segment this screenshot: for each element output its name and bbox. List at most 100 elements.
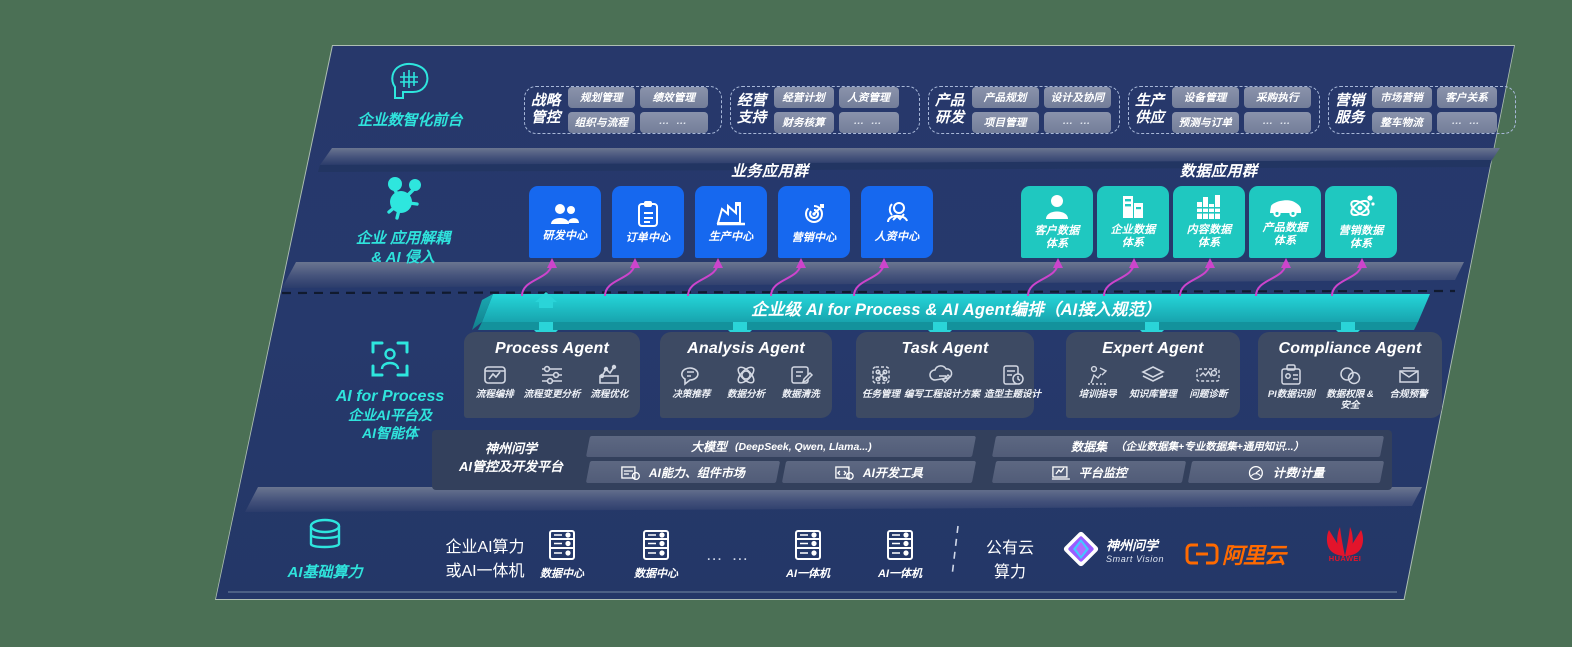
agent-capability[interactable]: 数据清洗 bbox=[775, 363, 826, 401]
domain-chip[interactable]: 客户关系 bbox=[1436, 87, 1497, 108]
infra-node-5[interactable]: AI一体机 bbox=[872, 528, 928, 581]
business-card-1[interactable]: 研发中心 bbox=[529, 186, 601, 258]
agent-capability[interactable]: 问题诊断 bbox=[1183, 363, 1234, 401]
agent-capability[interactable]: 造型主题设计 bbox=[984, 363, 1041, 401]
card-label: 研发中心 bbox=[542, 229, 588, 242]
domain-chip[interactable]: 产品规划 bbox=[971, 87, 1039, 108]
agent-capability[interactable]: 流程编排 bbox=[470, 363, 520, 401]
infra-node-label: AI一体机 bbox=[786, 568, 830, 580]
domain-group-chips: 经营计划 人资管理 财务核算… … bbox=[773, 87, 899, 133]
public-cloud-line2: 算力 bbox=[993, 564, 1026, 581]
domain-chip[interactable]: 组织与流程 bbox=[567, 112, 636, 133]
domain-group-5[interactable]: 营销 服务 市场营销 客户关系 整车物流… … bbox=[1328, 86, 1516, 134]
ai-banner-text: 企业级 AI for Process & AI Agent编排（AI接入规范） bbox=[751, 301, 1161, 319]
domain-group-1[interactable]: 战略 管控 规划管理 绩效管理 组织与流程… … bbox=[524, 86, 722, 134]
agent-card-4[interactable]: Expert Agent 培训指导 知识库管理 问题诊断 bbox=[1066, 332, 1240, 418]
id-card-icon bbox=[1264, 363, 1319, 387]
domain-chip[interactable]: 规划管理 bbox=[567, 87, 636, 108]
card-label: 营销中心 bbox=[791, 231, 837, 244]
business-card-3[interactable]: 生产中心 bbox=[695, 186, 767, 258]
vendor-aliyun[interactable]: 阿里云 bbox=[1185, 538, 1316, 570]
card-label: 营销数据 体系 bbox=[1338, 225, 1384, 250]
domain-chip[interactable]: 采购执行 bbox=[1243, 87, 1311, 108]
agent-capability[interactable]: 培训指导 bbox=[1072, 363, 1123, 401]
agent-card-1[interactable]: Process Agent 流程编排 流程变更分析 流程优化 bbox=[464, 332, 640, 418]
agent-capability[interactable]: 任务管理 bbox=[862, 363, 900, 401]
bars-icon bbox=[1195, 194, 1223, 220]
diagnose-icon bbox=[1183, 363, 1234, 387]
brain-head-icon bbox=[391, 63, 429, 99]
agent-capability[interactable]: PI数据识别 bbox=[1264, 363, 1319, 401]
rail-ai-for-process-line1: AI for Process bbox=[335, 388, 445, 405]
agent-capability[interactable]: 流程变更分析 bbox=[524, 363, 581, 401]
infra-node-2[interactable]: 数据中心 bbox=[628, 528, 684, 581]
domain-group-3[interactable]: 产品 研发 产品规划 设计及协同 项目管理… … bbox=[928, 86, 1120, 134]
person-chart-icon bbox=[883, 201, 911, 227]
domain-chip[interactable]: 设备管理 bbox=[1171, 87, 1239, 108]
agent-title: Analysis Agent bbox=[687, 340, 805, 357]
agent-capability[interactable]: 数据权限 & 安全 bbox=[1323, 363, 1378, 412]
business-card-2[interactable]: 订单中心 bbox=[612, 186, 684, 258]
infra-node-4[interactable]: AI一体机 bbox=[780, 528, 836, 581]
public-cloud-line1: 公有云 bbox=[985, 540, 1034, 557]
agent-capability-label: 流程变更分析 bbox=[523, 389, 581, 400]
domain-chip[interactable]: 项目管理 bbox=[971, 112, 1039, 133]
agent-capability-label: 数据清洗 bbox=[781, 389, 820, 400]
domain-group-chips: 规划管理 绩效管理 组织与流程… … bbox=[567, 87, 708, 133]
domain-group-4[interactable]: 生产 供应 设备管理 采购执行 预测与订单… … bbox=[1128, 86, 1320, 134]
data-card-1[interactable]: 客户数据 体系 bbox=[1021, 186, 1093, 258]
data-card-4[interactable]: 产品数据 体系 bbox=[1249, 186, 1321, 258]
vendor-huawei[interactable]: HUAWEI bbox=[1305, 524, 1385, 567]
domain-chip[interactable]: 财务核算 bbox=[773, 112, 834, 133]
domain-chip[interactable]: 市场营销 bbox=[1371, 87, 1432, 108]
agent-card-2[interactable]: Analysis Agent 决策推荐 数据分析 数据清洗 bbox=[660, 332, 832, 418]
market-gear-icon bbox=[621, 465, 641, 480]
agent-capability[interactable]: 数据分析 bbox=[721, 363, 772, 401]
infra-node-1[interactable]: 数据中心 bbox=[534, 528, 590, 581]
agent-capability[interactable]: 决策推荐 bbox=[666, 363, 717, 401]
agent-capability[interactable]: 知识库管理 bbox=[1127, 363, 1178, 401]
svg-text:… …: … … bbox=[706, 545, 751, 564]
agent-card-5[interactable]: Compliance Agent PI数据识别 数据权限 & 安全 合规预警 bbox=[1258, 332, 1442, 418]
business-card-5[interactable]: 人资中心 bbox=[861, 186, 933, 258]
platform-monitor-bar[interactable]: 平台监控 bbox=[991, 461, 1187, 483]
platform-dev-tool-bar[interactable]: AI开发工具 bbox=[781, 461, 977, 483]
card-label: 订单中心 bbox=[625, 231, 671, 244]
public-cloud-label: 公有云 算力 bbox=[965, 534, 1055, 582]
data-card-3[interactable]: 内容数据 体系 bbox=[1173, 186, 1245, 258]
agent-title: Task Agent bbox=[901, 340, 989, 357]
domain-chip[interactable]: 预测与订单 bbox=[1171, 112, 1239, 133]
smartvision-sub: Smart Vision bbox=[1106, 553, 1165, 564]
layers-icon bbox=[1127, 363, 1178, 387]
vendor-smartvision[interactable]: 神州问学 Smart Vision bbox=[1062, 530, 1192, 568]
domain-chip[interactable]: … … bbox=[838, 112, 899, 133]
domain-chip[interactable]: 人资管理 bbox=[838, 87, 899, 108]
agent-capability[interactable]: 编写工程设计方案 bbox=[904, 363, 980, 401]
agent-capability-label: 任务管理 bbox=[862, 389, 901, 400]
domain-chip[interactable]: 整车物流 bbox=[1371, 112, 1432, 133]
data-card-2[interactable]: 企业数据 体系 bbox=[1097, 186, 1169, 258]
platform-ai-market-bar[interactable]: AI能力、组件市场 bbox=[585, 461, 781, 483]
data-card-5[interactable]: 营销数据 体系 bbox=[1325, 186, 1397, 258]
agent-card-3[interactable]: Task Agent 任务管理 编写工程设计方案 造型主题设计 bbox=[856, 332, 1041, 418]
infra-node-3[interactable]: … … bbox=[700, 538, 756, 572]
platform-billing-bar[interactable]: 计费/计量 bbox=[1187, 461, 1385, 483]
domain-chip[interactable]: 绩效管理 bbox=[640, 87, 708, 108]
enterprise-compute-label: 企业AI算力 或AI一体机 bbox=[415, 533, 555, 581]
server-icon bbox=[872, 528, 928, 562]
card-label: 企业数据 体系 bbox=[1110, 224, 1156, 249]
domain-chip[interactable]: 设计及协同 bbox=[1043, 87, 1111, 108]
platform-name: 神州问学 AI管控及开发平台 bbox=[436, 440, 586, 475]
domain-chip[interactable]: … … bbox=[1243, 112, 1311, 133]
domain-chip[interactable]: 经营计划 bbox=[773, 87, 834, 108]
domain-chip[interactable]: … … bbox=[640, 112, 708, 133]
business-card-4[interactable]: 营销中心 bbox=[778, 186, 850, 258]
domain-chip[interactable]: … … bbox=[1436, 112, 1497, 133]
agent-capability[interactable]: 流程优化 bbox=[585, 363, 635, 401]
domain-chip[interactable]: … … bbox=[1043, 112, 1111, 133]
target-icon bbox=[800, 200, 828, 228]
domain-group-2[interactable]: 经营 支持 经营计划 人资管理 财务核算… … bbox=[730, 86, 920, 134]
agent-capability[interactable]: 合规预警 bbox=[1381, 363, 1436, 401]
